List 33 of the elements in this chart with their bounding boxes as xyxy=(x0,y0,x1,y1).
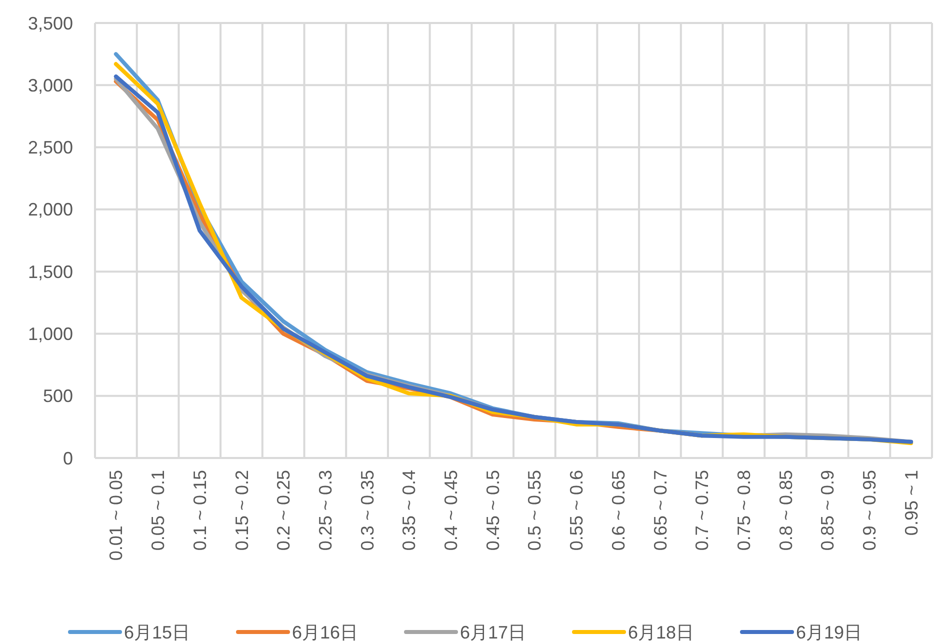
x-tick-label: 0.75 ~ 0.8 xyxy=(734,470,754,551)
x-tick-label: 0.8 ~ 0.85 xyxy=(776,470,796,551)
y-tick-label: 0 xyxy=(62,448,73,468)
x-tick-label: 0.6 ~ 0.65 xyxy=(608,470,628,551)
x-tick-label: 0.65 ~ 0.7 xyxy=(650,470,670,551)
y-tick-label: 2,500 xyxy=(28,138,73,158)
y-tick-label: 1,500 xyxy=(28,262,73,282)
x-tick-label: 0.95 ~ 1 xyxy=(901,470,922,536)
y-tick-label: 3,000 xyxy=(28,75,73,96)
y-tick-label: 3,500 xyxy=(28,13,73,34)
x-tick-label: 0.25 ~ 0.3 xyxy=(315,470,336,551)
x-tick-label: 0.9 ~ 0.95 xyxy=(860,470,880,551)
legend-label: 6月18日 xyxy=(628,622,694,642)
x-tick-label: 0.2 ~ 0.25 xyxy=(274,470,294,551)
y-tick-label: 500 xyxy=(42,386,73,406)
y-tick-label: 2,000 xyxy=(28,200,73,220)
x-tick-label: 0.35 ~ 0.4 xyxy=(399,470,420,551)
x-tick-label: 0.7 ~ 0.75 xyxy=(692,470,712,551)
y-tick-label: 1,000 xyxy=(28,324,73,344)
x-tick-label: 0.15 ~ 0.2 xyxy=(232,470,252,551)
x-tick-label: 0.3 ~ 0.35 xyxy=(357,470,378,551)
x-tick-label: 0.45 ~ 0.5 xyxy=(482,470,503,551)
x-tick-label: 0.05 ~ 0.1 xyxy=(148,470,168,551)
x-tick-label: 0.5 ~ 0.55 xyxy=(524,470,545,551)
legend-label: 6月17日 xyxy=(460,622,526,642)
x-tick-label: 0.1 ~ 0.15 xyxy=(190,470,210,551)
legend-label: 6月15日 xyxy=(124,622,190,642)
x-tick-label: 0.55 ~ 0.6 xyxy=(566,470,587,551)
x-tick-label: 0.85 ~ 0.9 xyxy=(818,470,838,551)
x-tick-label: 0.01 ~ 0.05 xyxy=(106,470,126,561)
x-tick-label: 0.4 ~ 0.45 xyxy=(441,470,462,551)
legend-label: 6月19日 xyxy=(796,622,862,642)
legend-label: 6月16日 xyxy=(292,622,358,642)
